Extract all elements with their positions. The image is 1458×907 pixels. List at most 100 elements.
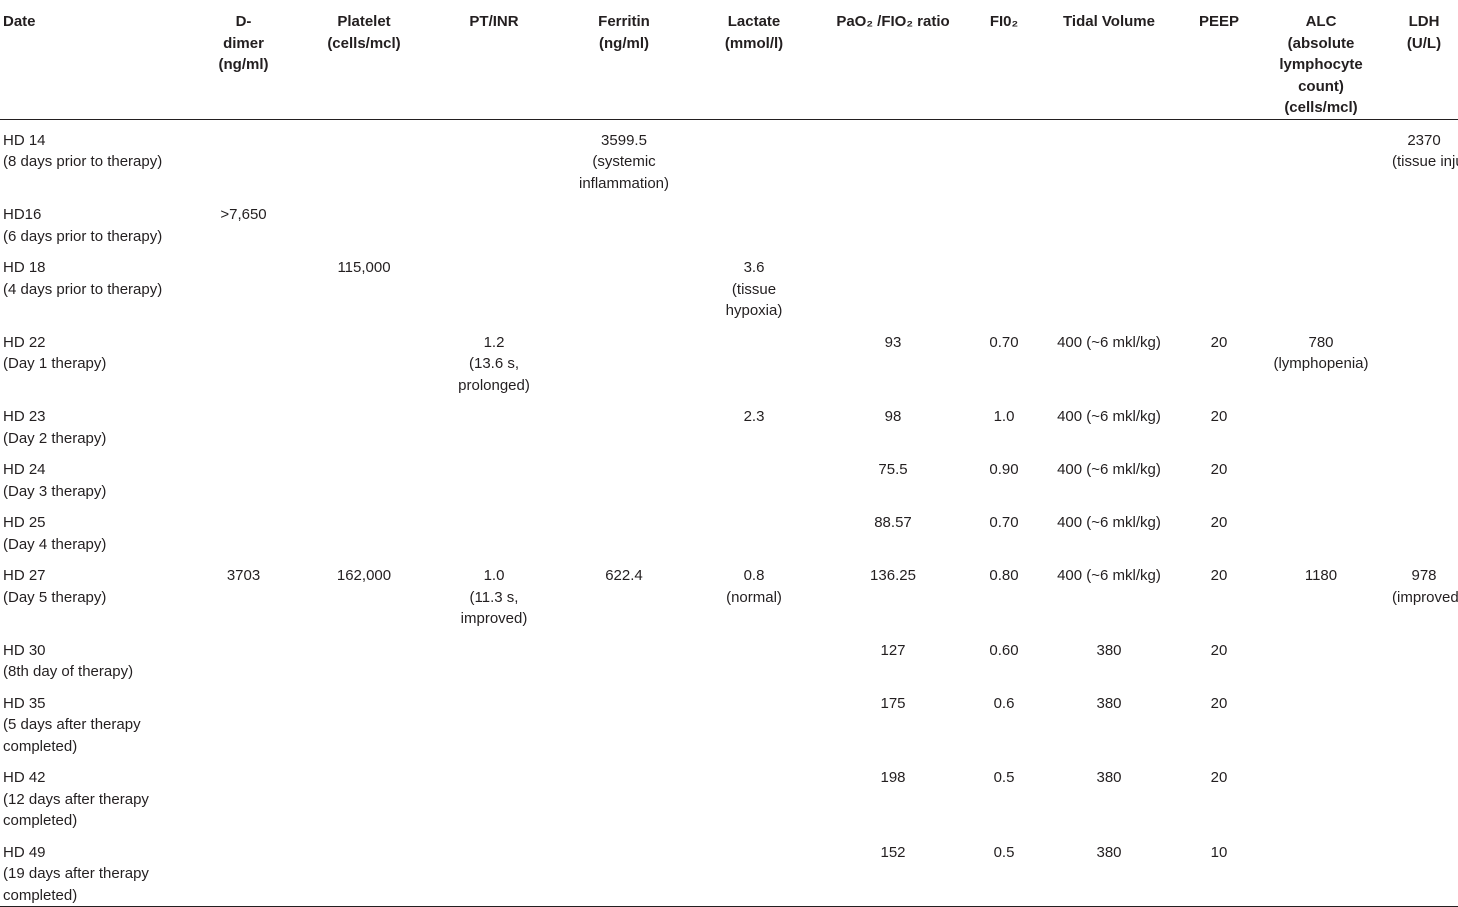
table-cell [290, 683, 438, 758]
date-cell: HD 24 (Day 3 therapy) [0, 449, 197, 502]
cell-line: 20 [1210, 567, 1228, 584]
table-cell: 93 [810, 322, 976, 397]
header-tidal-volume: Tidal Volume [1032, 0, 1186, 120]
cell-line: 93 [884, 333, 902, 351]
cell-line: 3.6 [743, 259, 765, 276]
table-cell: 1.0 [976, 396, 1032, 449]
header-peep: PEEP [1186, 0, 1252, 120]
cell-line: HD 24 [3, 461, 46, 478]
table-cell: 0.60 [976, 630, 1032, 683]
table-cell [550, 502, 698, 555]
table-cell [1032, 194, 1186, 247]
table-cell: 380 [1032, 831, 1186, 907]
cell-line: completed) [3, 812, 78, 829]
cell-line: Lactate [727, 13, 781, 30]
cell-line: (normal) [726, 588, 782, 606]
cell-line: HD 42 [3, 769, 46, 786]
cell-line: LDH (U/L) [1406, 13, 1442, 52]
cell-line: (ng/ml) [218, 56, 269, 73]
cell-line: count) [1298, 77, 1344, 95]
table-cell: 88.57 [810, 502, 976, 555]
table-cell: 0.70 [976, 502, 1032, 555]
cell-line: 115,000 [337, 259, 391, 276]
table-row: HD 14 (8 days prior to therapy) 3599.5 (sys… [0, 119, 1458, 194]
cell-line: Date [3, 13, 36, 30]
table-row: HD 27 (Day 5 therapy) 3703 162,000 1.0 (11.3 … [0, 555, 1458, 630]
header-pao2-fio2-ratio: PaO₂ /FIO₂ ratio [810, 0, 976, 120]
date-cell: HD 23 (Day 2 therapy) [0, 396, 197, 449]
table-cell [1252, 119, 1390, 194]
cell-line: 20 [1210, 641, 1228, 659]
cell-line: 0.8 [743, 567, 765, 584]
cell-line: (tissue [731, 280, 777, 298]
cell-line: HD 22 [3, 333, 46, 351]
table-cell [197, 831, 290, 907]
cell-line: 0.5 [993, 769, 1015, 786]
cell-line: >7,650 [220, 206, 267, 223]
cell-line: 20 [1210, 461, 1228, 478]
table-cell [197, 630, 290, 683]
cell-line: 198 [880, 769, 906, 786]
table-cell: 136.25 [810, 555, 976, 630]
cell-line: 380 [1096, 843, 1122, 861]
cell-line: PT/INR [469, 13, 519, 30]
header-pt-inr: PT/INR [438, 0, 550, 120]
cell-line: (11.3 s, [469, 588, 519, 606]
table-cell [810, 247, 976, 322]
cell-line: 2370 [1407, 131, 1441, 149]
cell-line: PaO₂ /FIO₂ ratio [836, 13, 950, 30]
header-ldh: LDH (U/L) [1390, 0, 1458, 120]
table-cell [1252, 757, 1390, 832]
table-cell: 127 [810, 630, 976, 683]
header-d-dimer: D-dimer (ng/ml) [197, 0, 290, 120]
cell-line: 380 [1096, 769, 1122, 786]
cell-line: HD 49 [3, 843, 46, 861]
table-row: HD 24 (Day 3 therapy) 75.5 0.90 400 (~6 mkl/… [0, 449, 1458, 502]
table-cell: 98 [810, 396, 976, 449]
cell-line: (tissue injury) [1392, 153, 1458, 170]
table-cell [1390, 683, 1458, 758]
cell-line: completed) [3, 737, 78, 755]
table-cell: 2370 (tissue injury) [1390, 119, 1458, 194]
table-cell: 20 [1186, 630, 1252, 683]
header-date: Date [0, 0, 197, 120]
table-cell: 400 (~6 mkl/kg) [1032, 502, 1186, 555]
table-cell [290, 502, 438, 555]
date-cell: HD 42 (12 days after therapy completed) [0, 757, 197, 832]
table-cell: 2.3 [698, 396, 810, 449]
cell-line: (8th day of therapy) [3, 663, 134, 680]
table-cell [197, 449, 290, 502]
table-header-row: Date D-dimer (ng/ml) Platelet (cells/mcl) … [0, 0, 1458, 120]
table-cell [976, 247, 1032, 322]
table-cell [1390, 630, 1458, 683]
cell-line: HD 30 [3, 641, 46, 659]
table-cell: 3703 [197, 555, 290, 630]
table-cell: 20 [1186, 555, 1252, 630]
table-cell [197, 119, 290, 194]
cell-line: inflammation) [578, 174, 670, 192]
table-cell [438, 194, 550, 247]
table-row: HD 18 (4 days prior to therapy) 115,000 3.6… [0, 247, 1458, 322]
cell-line: 0.90 [989, 461, 1019, 478]
table-cell [290, 630, 438, 683]
cell-line: HD 14 [3, 131, 46, 149]
table-cell: 0.70 [976, 322, 1032, 397]
table-cell [438, 683, 550, 758]
table-cell [290, 449, 438, 502]
date-cell: HD 22 (Day 1 therapy) [0, 322, 197, 397]
cell-line: 1.2 [483, 333, 505, 351]
table-cell [698, 831, 810, 907]
table-cell [1032, 119, 1186, 194]
table-cell [1390, 757, 1458, 832]
cell-line: 622.4 [605, 567, 643, 584]
table-cell [698, 449, 810, 502]
table-cell [550, 247, 698, 322]
cell-line: (absolute [1287, 34, 1355, 52]
table-cell [290, 831, 438, 907]
table-cell [290, 757, 438, 832]
table-row: HD 25 (Day 4 therapy) 88.57 0.70 400 (~6 mkl… [0, 502, 1458, 555]
table-cell: 3599.5 (systemic inflammation) [550, 119, 698, 194]
cell-line: 380 [1096, 641, 1122, 659]
header-ferritin: Ferritin (ng/ml) [550, 0, 698, 120]
date-cell: HD 18 (4 days prior to therapy) [0, 247, 197, 322]
